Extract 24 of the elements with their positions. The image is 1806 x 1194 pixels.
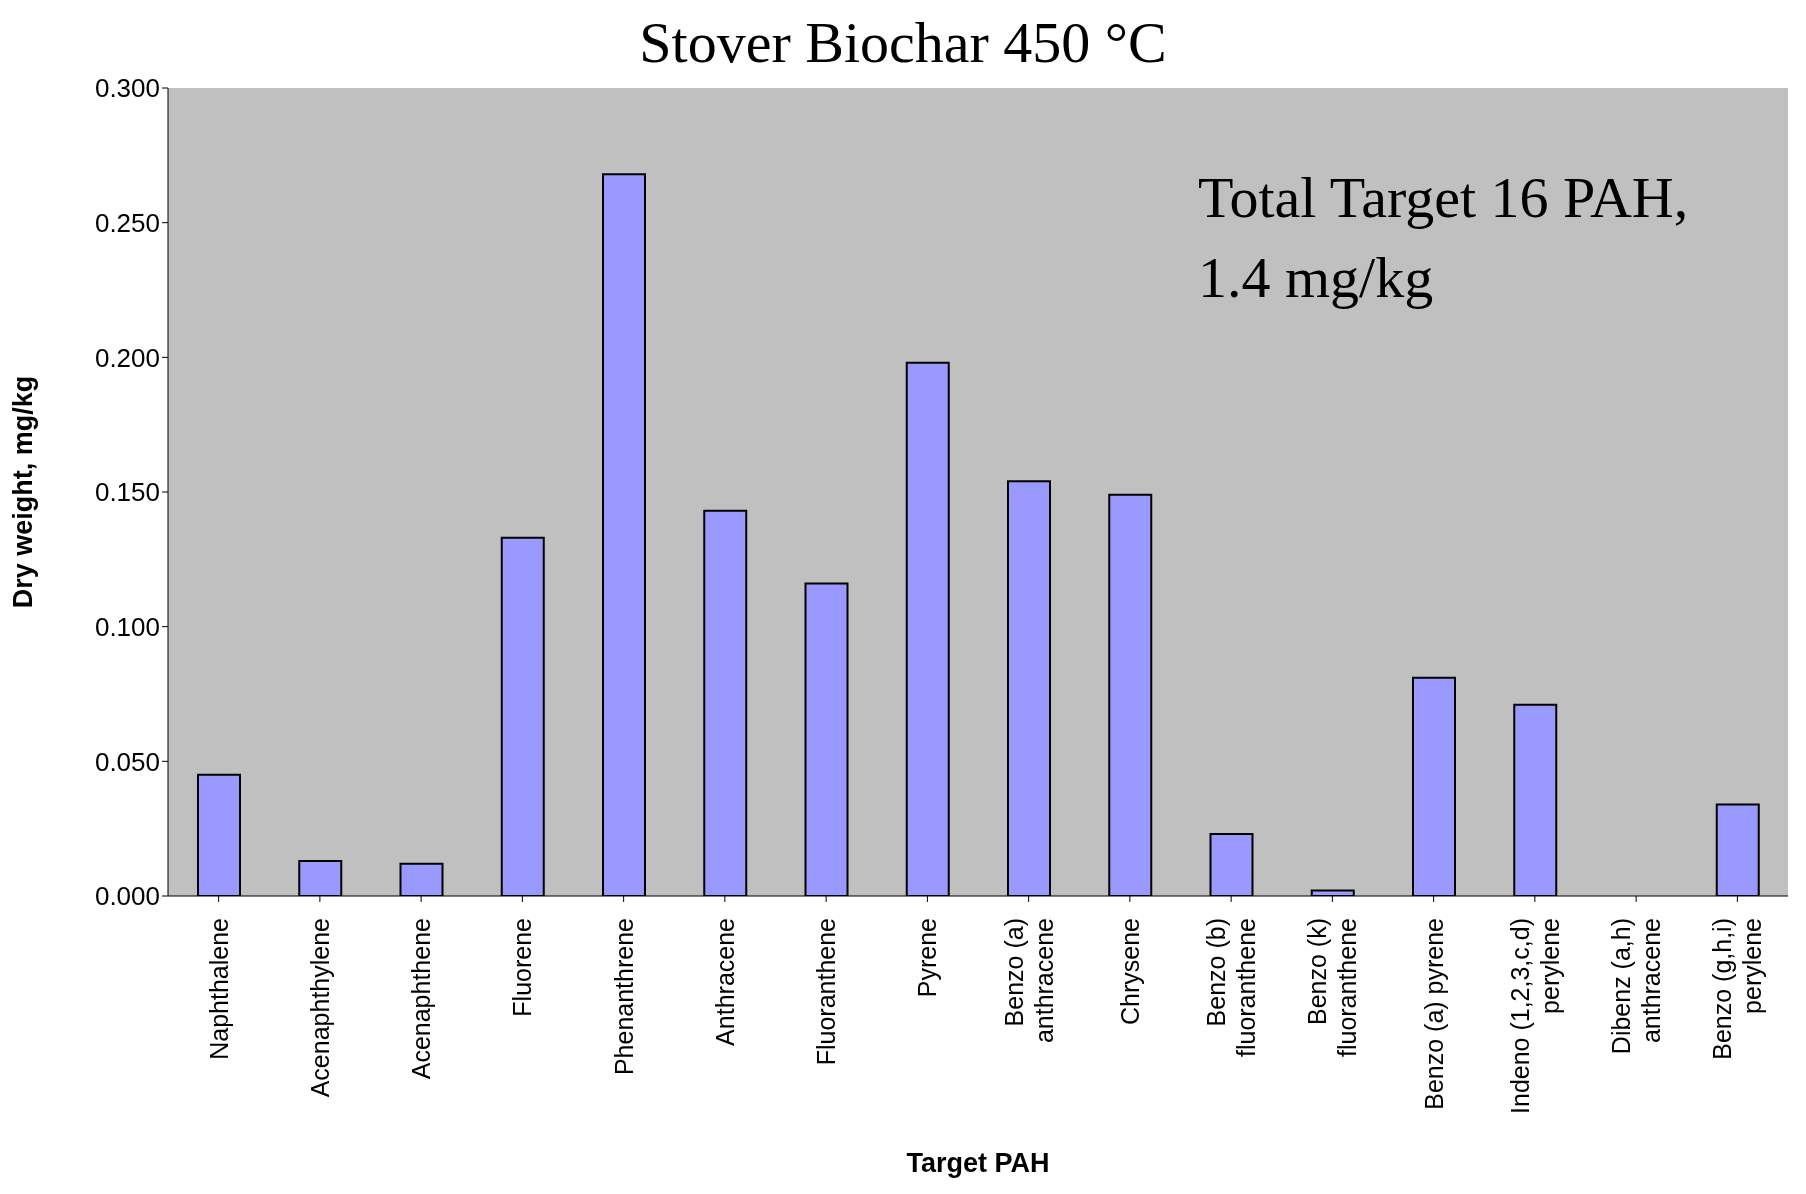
y-tick-label: 0.100 bbox=[94, 611, 160, 642]
x-tick-label: Fluorene bbox=[508, 918, 537, 1017]
y-tick-label: 0.050 bbox=[94, 746, 160, 777]
x-tick-label: Phenanthrene bbox=[609, 918, 638, 1076]
x-tick-label: Acenaphthene bbox=[407, 918, 436, 1080]
x-tick-label: Anthracene bbox=[710, 918, 739, 1046]
x-tick-label: Benzo (b) fluoranthene bbox=[1202, 918, 1261, 1058]
y-tick-label: 0.200 bbox=[94, 342, 160, 373]
y-tick-label: 0.300 bbox=[94, 73, 160, 104]
x-tick-label: Acenaphthylene bbox=[305, 918, 334, 1098]
annotation: Total Target 16 PAH, 1.4 mg/kg bbox=[1198, 164, 1690, 312]
y-axis-title: Dry weight, mg/kg bbox=[7, 375, 38, 609]
x-tick-label: Benzo (a) pyrene bbox=[1419, 918, 1448, 1110]
y-tick-label: 0.150 bbox=[94, 477, 160, 508]
x-tick-label: Indeno (1,2,3,c,d) perylene bbox=[1505, 918, 1564, 1114]
x-tick-label: Benzo (a) anthracene bbox=[999, 918, 1058, 1044]
x-axis-title: Target PAH bbox=[906, 1148, 1050, 1178]
y-tick-label: 0.000 bbox=[94, 881, 160, 912]
chart-title: Stover Biochar 450 °C bbox=[639, 10, 1167, 75]
x-tick-label: Naphthalene bbox=[204, 918, 233, 1060]
x-tick-label: Chrysene bbox=[1115, 918, 1144, 1025]
y-tick-label: 0.250 bbox=[94, 207, 160, 238]
x-tick-label: Fluoranthene bbox=[812, 918, 841, 1066]
x-tick-label: Pyrene bbox=[913, 918, 942, 998]
